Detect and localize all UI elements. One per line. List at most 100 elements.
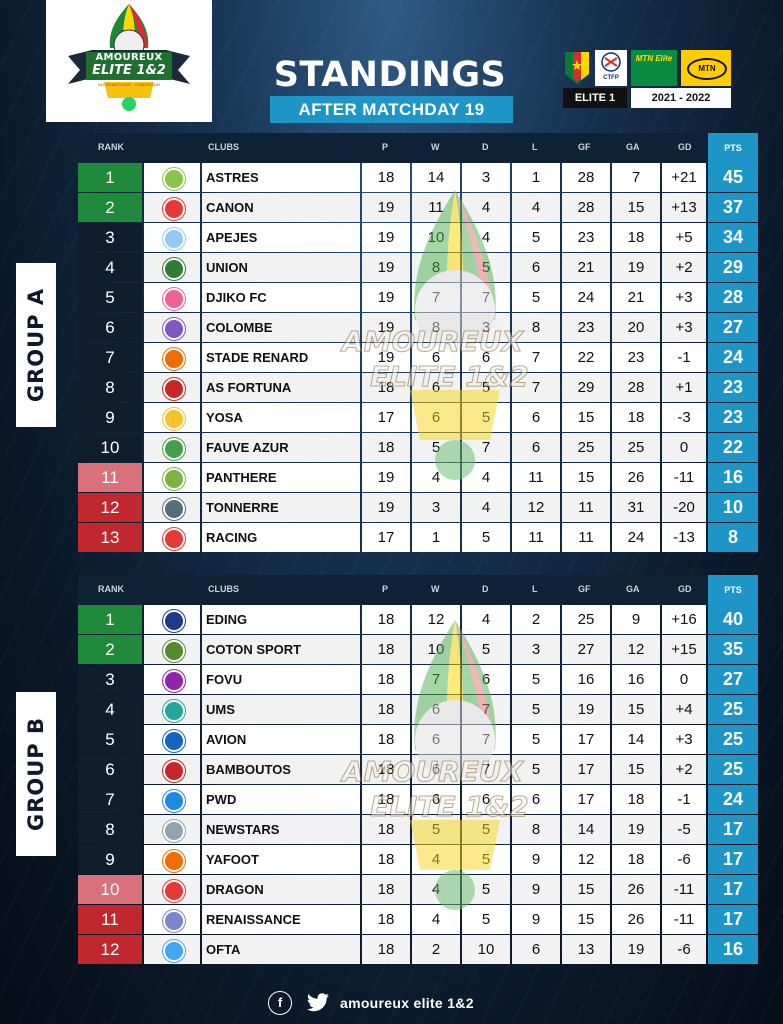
- goals-against-cell: 14: [612, 725, 660, 754]
- goals-for-cell: 17: [562, 725, 610, 754]
- points-cell: 23: [708, 403, 758, 432]
- header-gd: GD: [678, 584, 692, 594]
- losses-cell: 9: [512, 905, 560, 934]
- goal-difference-cell: 0: [662, 433, 706, 462]
- goals-against-cell: 15: [612, 695, 660, 724]
- table-row: 10 DRAGON 18 4 5 9 15 26 -11 17: [78, 875, 758, 905]
- played-cell: 18: [362, 725, 410, 754]
- table-row: 3 FOVU 18 7 6 5 16 16 0 27: [78, 665, 758, 695]
- page-title: STANDINGS: [273, 55, 507, 95]
- mtn-label: MTN: [687, 58, 727, 80]
- draws-cell: 5: [462, 815, 510, 844]
- goal-difference-cell: -6: [662, 935, 706, 964]
- logo-line-1: AMOUREUX: [95, 52, 163, 63]
- table-row: 5 DJIKO FC 19 7 7 5 24 21 +3 28: [78, 283, 758, 313]
- club-crest-icon: [163, 790, 185, 812]
- losses-cell: 6: [512, 433, 560, 462]
- goals-against-cell: 18: [612, 223, 660, 252]
- club-crest-icon: [163, 318, 185, 340]
- rank-cell: 5: [78, 725, 142, 754]
- table-row: 11 PANTHERE 19 4 4 11 15 26 -11 16: [78, 463, 758, 493]
- losses-cell: 6: [512, 935, 560, 964]
- club-crest-icon: [163, 760, 185, 782]
- club-crest-icon: [163, 730, 185, 752]
- club-logo-cell: [144, 635, 200, 664]
- header-l: L: [532, 142, 538, 152]
- points-cell: 25: [708, 755, 758, 784]
- club-name: AS FORTUNA: [202, 373, 360, 402]
- points-cell: 25: [708, 695, 758, 724]
- points-cell: 37: [708, 193, 758, 222]
- header-p: P: [382, 142, 389, 152]
- draws-cell: 5: [462, 403, 510, 432]
- club-logo-cell: [144, 373, 200, 402]
- played-cell: 18: [362, 905, 410, 934]
- played-cell: 19: [362, 343, 410, 372]
- goals-against-cell: 19: [612, 253, 660, 282]
- played-cell: 18: [362, 433, 410, 462]
- draws-cell: 4: [462, 493, 510, 522]
- played-cell: 19: [362, 283, 410, 312]
- table-row: 2 COTON SPORT 18 10 5 3 27 12 +15 35: [78, 635, 758, 665]
- table-row: 5 AVION 18 6 7 5 17 14 +3 25: [78, 725, 758, 755]
- goals-against-cell: 19: [612, 815, 660, 844]
- table-row: 2 CANON 19 11 4 4 28 15 +13 37: [78, 193, 758, 223]
- table-row: 3 APEJES 19 10 4 5 23 18 +5 34: [78, 223, 758, 253]
- club-name: PANTHERE: [202, 463, 360, 492]
- points-cell: 24: [708, 343, 758, 372]
- wins-cell: 6: [412, 725, 460, 754]
- club-crest-icon: [163, 700, 185, 722]
- logo-line-3: INFORMATIONS · CAMEROUN: [98, 82, 160, 87]
- points-cell: 16: [708, 463, 758, 492]
- wins-cell: 11: [412, 193, 460, 222]
- mtn-elite-label: MTN Elite: [635, 54, 673, 63]
- club-logo-cell: [144, 785, 200, 814]
- goals-for-cell: 11: [562, 523, 610, 552]
- club-logo-cell: [144, 815, 200, 844]
- goals-for-cell: 22: [562, 343, 610, 372]
- facebook-icon[interactable]: f: [268, 991, 292, 1015]
- group-b-label: GROUP B: [16, 692, 56, 856]
- club-name: APEJES: [202, 223, 360, 252]
- club-crest-icon: [163, 850, 185, 872]
- table-row: 1 ASTRES 18 14 3 1 28 7 +21 45: [78, 163, 758, 193]
- played-cell: 18: [362, 815, 410, 844]
- rank-cell: 1: [78, 605, 142, 634]
- twitter-icon[interactable]: [306, 992, 330, 1014]
- club-logo-cell: [144, 725, 200, 754]
- goals-against-cell: 26: [612, 463, 660, 492]
- draws-cell: 7: [462, 725, 510, 754]
- draws-cell: 5: [462, 875, 510, 904]
- rank-cell: 12: [78, 935, 142, 964]
- goals-against-cell: 7: [612, 163, 660, 192]
- header-pts: PTS: [708, 133, 758, 163]
- losses-cell: 11: [512, 523, 560, 552]
- points-cell: 17: [708, 875, 758, 904]
- table-row: 7 STADE RENARD 19 6 6 7 22 23 -1 24: [78, 343, 758, 373]
- wins-cell: 10: [412, 223, 460, 252]
- wins-cell: 6: [412, 343, 460, 372]
- table-row: 12 TONNERRE 19 3 4 12 11 31 -20 10: [78, 493, 758, 523]
- club-name: PWD: [202, 785, 360, 814]
- rank-cell: 8: [78, 373, 142, 402]
- footer-handle[interactable]: amoureux elite 1&2: [340, 995, 474, 1011]
- rank-cell: 7: [78, 343, 142, 372]
- goal-difference-cell: -6: [662, 845, 706, 874]
- club-name: RENAISSANCE: [202, 905, 360, 934]
- league-badge: ELITE 1: [563, 88, 627, 108]
- goals-against-cell: 20: [612, 313, 660, 342]
- club-name: RACING: [202, 523, 360, 552]
- table-row: 13 RACING 17 1 5 11 11 24 -13 8: [78, 523, 758, 553]
- losses-cell: 11: [512, 463, 560, 492]
- draws-cell: 10: [462, 935, 510, 964]
- draws-cell: 7: [462, 433, 510, 462]
- losses-cell: 7: [512, 373, 560, 402]
- draws-cell: 5: [462, 635, 510, 664]
- goals-for-cell: 24: [562, 283, 610, 312]
- table-row: 8 NEWSTARS 18 5 5 8 14 19 -5 17: [78, 815, 758, 845]
- club-crest-icon: [163, 378, 185, 400]
- table-header: RANK CLUBS P W D L GF GA GD PTS: [78, 133, 758, 163]
- club-logo-cell: [144, 163, 200, 192]
- club-name: FOVU: [202, 665, 360, 694]
- club-name: YOSA: [202, 403, 360, 432]
